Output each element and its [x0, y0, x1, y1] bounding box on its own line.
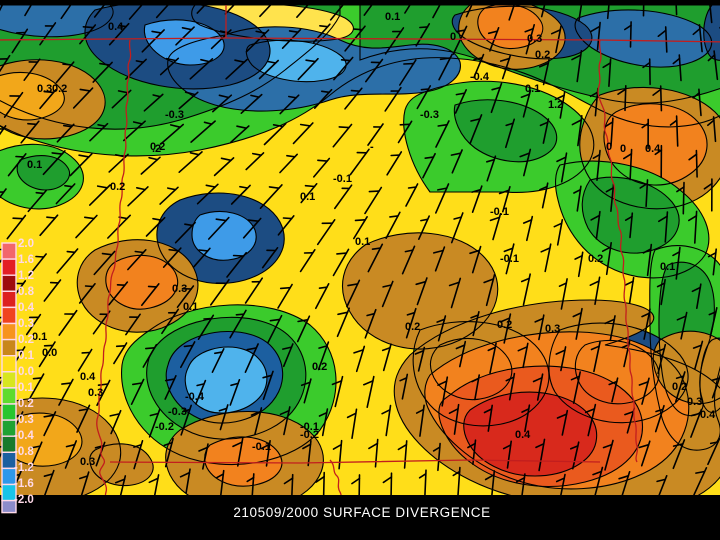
svg-text:0.2: 0.2: [588, 253, 603, 265]
svg-text:0.1: 0.1: [355, 236, 370, 248]
svg-text:0.1: 0.1: [183, 301, 198, 313]
svg-text:0.3: 0.3: [18, 318, 34, 330]
svg-text:0.3: 0.3: [527, 33, 542, 45]
svg-text:-2.0: -2.0: [14, 494, 34, 506]
svg-text:1.2: 1.2: [548, 99, 563, 111]
svg-text:-0.1: -0.1: [252, 441, 271, 453]
svg-text:0.2: 0.2: [405, 321, 420, 333]
svg-text:-0.1: -0.1: [14, 382, 34, 394]
svg-text:0: 0: [606, 141, 612, 153]
svg-text:-0.4: -0.4: [470, 71, 490, 83]
svg-text:-0.4: -0.4: [185, 391, 205, 403]
svg-text:0.0: 0.0: [42, 347, 57, 359]
svg-text:0.1: 0.1: [660, 261, 675, 273]
svg-text:0.3: 0.3: [687, 396, 702, 408]
svg-text:-1.2: -1.2: [14, 462, 34, 474]
svg-text:1.6: 1.6: [18, 254, 34, 266]
svg-text:0.3: 0.3: [88, 387, 103, 399]
svg-text:0.4: 0.4: [700, 409, 716, 421]
svg-text:0.4: 0.4: [645, 143, 661, 155]
svg-text:210509/2000 SURFACE DIVERGENCE: 210509/2000 SURFACE DIVERGENCE: [233, 505, 490, 520]
svg-text:0.2: 0.2: [497, 319, 512, 331]
svg-text:0.4: 0.4: [515, 429, 531, 441]
svg-text:-0.3: -0.3: [420, 109, 439, 121]
svg-text:-0.2: -0.2: [155, 421, 174, 433]
svg-text:0.1: 0.1: [18, 350, 35, 362]
svg-text:-0.1: -0.1: [500, 253, 519, 265]
svg-text:0.4: 0.4: [108, 21, 124, 33]
svg-text:0.1: 0.1: [32, 331, 47, 343]
svg-text:0.4: 0.4: [80, 371, 96, 383]
svg-text:0.8: 0.8: [18, 286, 35, 298]
svg-text:0.3: 0.3: [80, 456, 95, 468]
svg-text:-0.1: -0.1: [333, 173, 352, 185]
svg-text:0.4: 0.4: [18, 302, 35, 314]
svg-text:0.3: 0.3: [545, 323, 560, 335]
svg-text:0.2: 0.2: [312, 361, 327, 373]
svg-text:0.1: 0.1: [525, 83, 540, 95]
svg-text:-1.6: -1.6: [14, 478, 34, 490]
svg-text:0.2: 0.2: [110, 181, 125, 193]
svg-text:0.1: 0.1: [27, 159, 42, 171]
svg-text:0.2: 0.2: [535, 49, 550, 61]
svg-text:0.1: 0.1: [385, 11, 400, 23]
svg-text:-0.8: -0.8: [14, 446, 34, 458]
svg-text:0.2: 0.2: [18, 334, 34, 346]
svg-text:0.1: 0.1: [300, 191, 315, 203]
svg-text:1.2: 1.2: [18, 270, 34, 282]
svg-text:2.0: 2.0: [18, 238, 34, 250]
svg-text:-0.2: -0.2: [300, 429, 319, 441]
svg-text:-0.3: -0.3: [14, 414, 34, 426]
svg-text:-0.2: -0.2: [14, 398, 34, 410]
svg-text:0.3: 0.3: [172, 283, 187, 295]
svg-text:-0.3: -0.3: [165, 109, 184, 121]
svg-text:0.0: 0.0: [18, 366, 34, 378]
svg-text:-0.4: -0.4: [14, 430, 34, 442]
svg-text:0.2: 0.2: [672, 381, 687, 393]
svg-text:0: 0: [450, 31, 456, 43]
svg-text:0.2: 0.2: [52, 83, 67, 95]
svg-text:-0.3: -0.3: [168, 406, 187, 418]
svg-text:0.3: 0.3: [37, 83, 52, 95]
svg-text:-0.1: -0.1: [490, 206, 509, 218]
